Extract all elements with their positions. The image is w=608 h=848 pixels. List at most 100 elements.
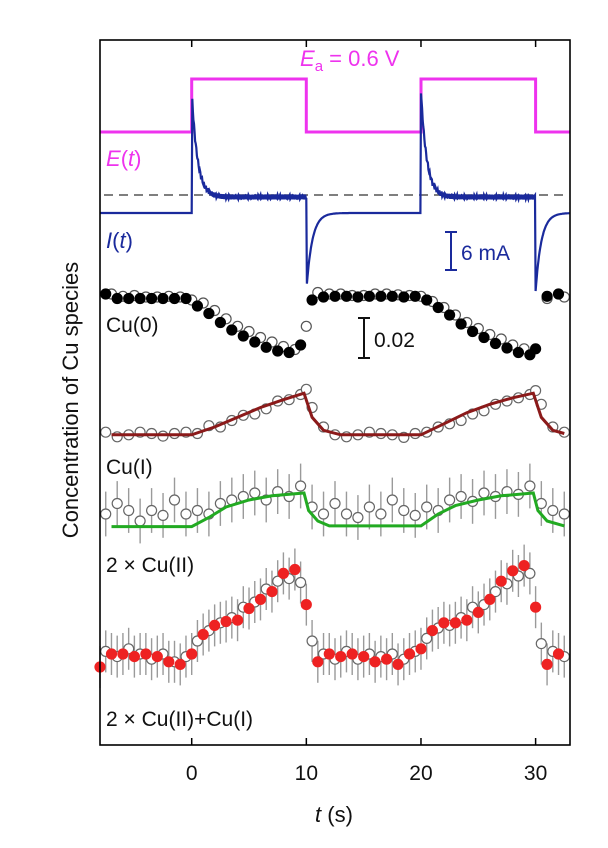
sum-filled-marker xyxy=(335,650,347,663)
cu0-filled-marker xyxy=(352,291,364,303)
cu0-filled-marker xyxy=(552,288,565,300)
cu0-filled-marker xyxy=(180,292,192,305)
sum-filled-marker xyxy=(277,567,289,580)
sum-filled-marker xyxy=(323,648,335,660)
e-t-label-open: ( xyxy=(121,146,129,171)
sum-filled-marker xyxy=(128,650,140,663)
sum-filled-marker xyxy=(415,643,427,655)
concentration-scale-label: 0.02 xyxy=(374,329,415,352)
cu2-open-marker xyxy=(134,515,146,527)
sum-filled-marker xyxy=(552,648,565,660)
sum-filled-marker xyxy=(300,598,312,611)
sum-open-marker xyxy=(295,576,307,589)
sum-filled-marker xyxy=(197,628,209,641)
cu0-open-marker xyxy=(300,320,312,332)
sum-filled-marker xyxy=(289,563,301,576)
cu0-filled-marker xyxy=(489,337,502,350)
plot-frame xyxy=(99,39,571,746)
sum-filled-marker xyxy=(484,593,496,606)
cu2-open-marker xyxy=(157,509,169,522)
cu2-open-marker xyxy=(363,501,375,513)
sum-open-marker xyxy=(306,635,318,647)
sum-filled-marker xyxy=(472,606,484,619)
cu2-open-marker xyxy=(168,494,181,506)
cu1-label: Cu(I) xyxy=(106,456,153,479)
cu0-filled-marker xyxy=(168,292,181,305)
potential-label: Ea = 0.6 V xyxy=(300,46,400,75)
x-axis-var: t xyxy=(315,802,322,827)
cu2-open-marker xyxy=(398,504,410,517)
cu2-open-marker xyxy=(317,508,330,520)
sum-filled-marker xyxy=(461,614,473,626)
cu0-filled-marker xyxy=(283,346,295,359)
sum-filled-marker xyxy=(254,593,267,606)
sum-filled-marker xyxy=(174,658,186,671)
cu1-fit-line xyxy=(111,391,565,437)
sum-open-marker xyxy=(272,575,284,587)
cu0-filled-marker xyxy=(363,290,375,302)
sum-filled-marker xyxy=(518,559,530,572)
cu0-filled-marker xyxy=(134,292,146,305)
cu0-filled-marker xyxy=(123,292,135,305)
sum-filled-marker xyxy=(186,648,198,660)
cu0-filled-marker xyxy=(146,292,158,305)
sum-open-marker xyxy=(489,585,502,598)
cu0-filled-marker xyxy=(340,290,353,302)
x-axis-unit: (s) xyxy=(321,802,353,827)
cu0-filled-marker xyxy=(329,290,341,302)
cu0-filled-marker xyxy=(529,343,542,355)
cu0-filled-marker xyxy=(444,309,456,321)
cu0-filled-marker xyxy=(501,342,513,354)
cu2-open-marker xyxy=(444,494,456,506)
cu0-filled-marker xyxy=(398,291,410,303)
cu2-open-marker xyxy=(146,504,158,517)
cu1-open-marker xyxy=(100,426,112,438)
cu2-fit-line xyxy=(111,491,565,529)
sum-filled-marker xyxy=(209,619,221,632)
sum-open-marker xyxy=(421,632,433,645)
cu0-filled-marker xyxy=(409,290,421,302)
sum-open-marker xyxy=(535,637,547,650)
cu0-filled-marker xyxy=(467,325,479,338)
cu0-filled-marker xyxy=(237,330,249,342)
sum-label: 2 × Cu(II)+Cu(I) xyxy=(106,708,253,731)
cu2-open-marker xyxy=(421,501,433,513)
sum-filled-marker xyxy=(507,565,519,577)
sum-filled-marker xyxy=(449,617,461,629)
plot-layer xyxy=(94,77,570,688)
sum-filled-marker xyxy=(426,624,438,637)
cu0-filled-marker xyxy=(512,346,525,359)
cu2-open-marker xyxy=(547,504,559,517)
cu0-filled-marker xyxy=(203,307,215,320)
cu0-filled-marker xyxy=(214,316,226,329)
cu2-open-marker xyxy=(100,508,112,520)
sum-filled-marker xyxy=(140,648,152,660)
cu2-open-marker xyxy=(409,509,421,522)
cu2-open-marker xyxy=(478,487,490,499)
sum-filled-marker xyxy=(117,648,129,660)
sum-filled-marker xyxy=(163,656,175,668)
x-axis-ticks: 0 10 20 30 xyxy=(186,40,547,785)
sum-filled-marker xyxy=(232,614,244,626)
x-tick-label: 10 xyxy=(295,762,318,785)
current-scale-label: 6 mA xyxy=(461,242,510,265)
i-t-label: I(t) xyxy=(106,228,133,253)
cu2-open-marker xyxy=(455,490,467,503)
cu2-open-marker xyxy=(111,497,123,510)
cu2-open-marker xyxy=(295,480,307,492)
x-tick-label: 30 xyxy=(524,762,547,785)
sum-filled-marker xyxy=(392,658,404,671)
sum-filled-marker xyxy=(105,648,118,660)
cu2-open-marker xyxy=(249,487,261,499)
cu0-filled-marker xyxy=(541,290,553,302)
cu0-filled-marker xyxy=(111,292,123,305)
e-t-label: E(t) xyxy=(106,146,141,171)
cu2-open-marker xyxy=(524,480,536,492)
x-tick-label: 0 xyxy=(186,762,198,785)
cu0-filled-marker xyxy=(421,294,433,306)
e-t-label-close: ) xyxy=(134,146,141,171)
sum-filled-marker xyxy=(312,656,324,668)
cu0-filled-marker xyxy=(157,292,169,305)
cu2-open-marker xyxy=(375,508,387,520)
cu2-open-marker xyxy=(214,497,226,510)
